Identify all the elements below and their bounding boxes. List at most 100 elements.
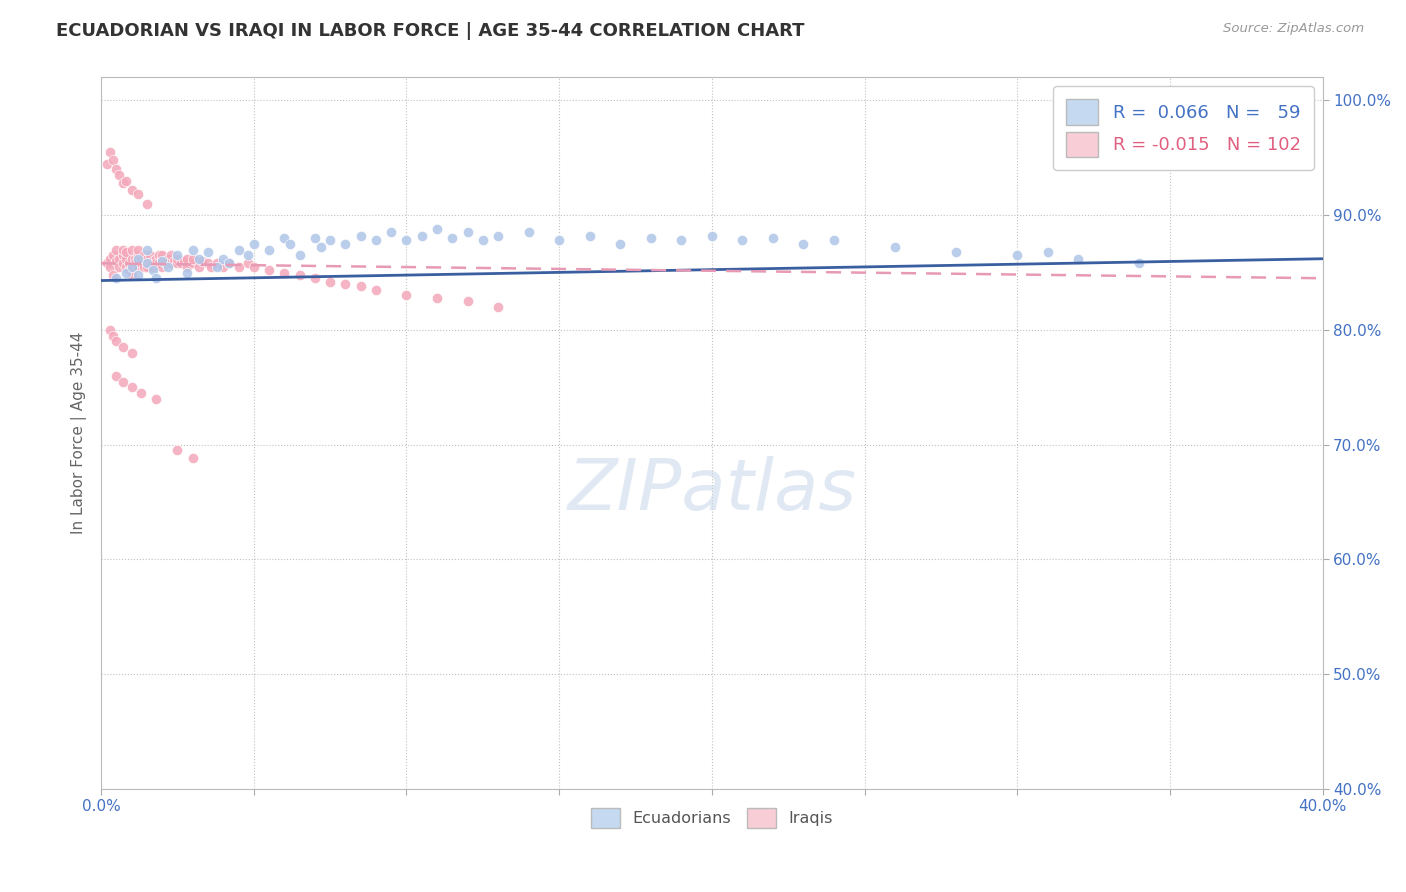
Point [142, 263, 165, 277]
Point [640, 231, 662, 245]
Point [136, 252, 159, 266]
Point [548, 233, 571, 247]
Point [176, 252, 198, 266]
Point [212, 260, 235, 274]
Point [121, 183, 143, 197]
Legend: Ecuadorians, Iraqis: Ecuadorians, Iraqis [585, 802, 839, 834]
Point [426, 291, 449, 305]
Point [105, 271, 128, 285]
Point [98, 252, 121, 266]
Point [114, 260, 136, 274]
Point [380, 225, 402, 239]
Point [176, 266, 198, 280]
Point [108, 252, 131, 266]
Point [169, 256, 191, 270]
Point [142, 254, 165, 268]
Point [236, 248, 259, 262]
Point [671, 233, 693, 247]
Point [335, 277, 357, 291]
Point [236, 256, 259, 270]
Point [145, 256, 167, 270]
Point [139, 248, 162, 262]
Point [243, 260, 266, 274]
Point [364, 233, 387, 247]
Point [945, 244, 967, 259]
Point [136, 196, 159, 211]
Y-axis label: In Labor Force | Age 35-44: In Labor Force | Age 35-44 [72, 332, 87, 534]
Point [132, 248, 155, 262]
Point [176, 260, 198, 274]
Point [228, 260, 250, 274]
Point [148, 248, 170, 262]
Point [163, 254, 186, 268]
Point [166, 256, 188, 270]
Point [157, 260, 180, 274]
Point [105, 162, 128, 177]
Point [117, 263, 139, 277]
Point [114, 174, 136, 188]
Point [228, 243, 250, 257]
Point [150, 252, 173, 266]
Point [111, 243, 134, 257]
Point [257, 263, 280, 277]
Point [319, 275, 342, 289]
Point [884, 240, 907, 254]
Point [181, 252, 204, 266]
Point [157, 252, 180, 266]
Point [127, 243, 149, 257]
Point [111, 248, 134, 262]
Point [121, 380, 143, 394]
Point [350, 228, 373, 243]
Point [486, 228, 509, 243]
Point [486, 300, 509, 314]
Point [136, 254, 159, 268]
Point [187, 260, 209, 274]
Point [121, 260, 143, 274]
Point [127, 260, 149, 274]
Point [117, 256, 139, 270]
Point [111, 340, 134, 354]
Point [181, 451, 204, 466]
Point [121, 243, 143, 257]
Point [212, 252, 235, 266]
Point [98, 145, 121, 159]
Point [124, 256, 146, 270]
Point [145, 392, 167, 406]
Point [350, 279, 373, 293]
Point [108, 168, 131, 182]
Point [136, 243, 159, 257]
Point [111, 256, 134, 270]
Point [200, 260, 222, 274]
Point [121, 260, 143, 274]
Point [411, 228, 433, 243]
Point [129, 252, 152, 266]
Point [155, 254, 177, 268]
Point [395, 233, 418, 247]
Point [1005, 248, 1028, 262]
Point [457, 225, 479, 239]
Point [111, 375, 134, 389]
Point [114, 266, 136, 280]
Point [114, 252, 136, 266]
Point [1128, 256, 1150, 270]
Point [129, 256, 152, 270]
Point [145, 252, 167, 266]
Point [132, 260, 155, 274]
Point [160, 256, 183, 270]
Point [103, 248, 125, 262]
Point [792, 236, 814, 251]
Point [191, 254, 214, 268]
Point [517, 225, 540, 239]
Point [127, 248, 149, 262]
Point [127, 187, 149, 202]
Point [197, 244, 219, 259]
Point [103, 328, 125, 343]
Point [127, 252, 149, 266]
Point [181, 243, 204, 257]
Point [364, 283, 387, 297]
Point [218, 256, 240, 270]
Point [426, 222, 449, 236]
Point [121, 252, 143, 266]
Point [304, 231, 326, 245]
Point [150, 248, 173, 262]
